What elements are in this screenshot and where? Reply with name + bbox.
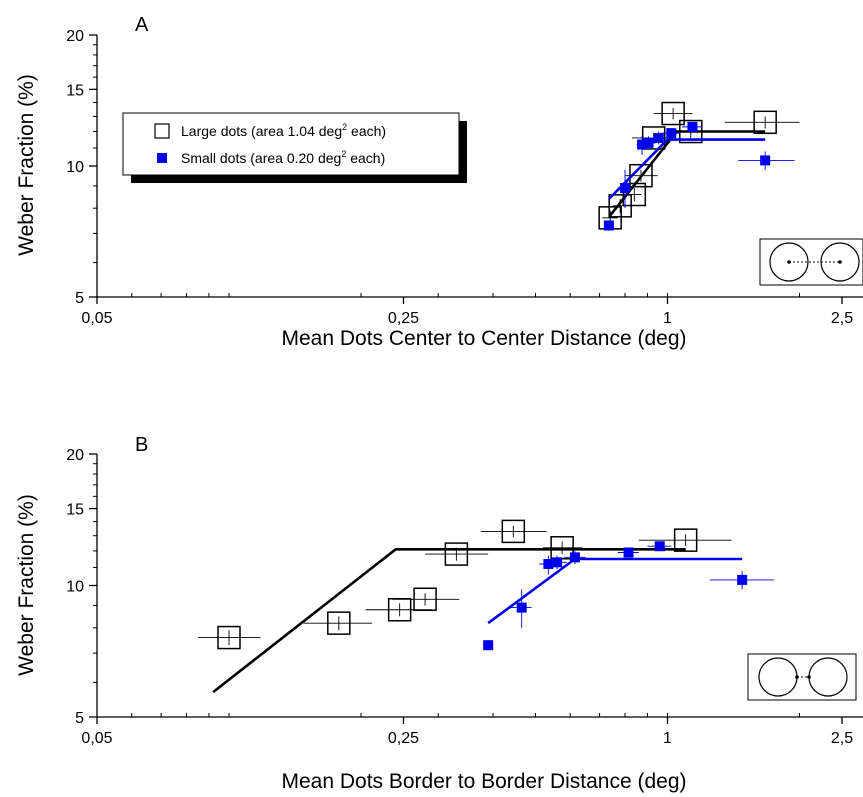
x-tick-label: 1	[663, 730, 672, 747]
series-small	[603, 121, 795, 231]
panel-a: A 0,05 0,25 1 2,5 5 10 15 20 Mean Dots Center t…	[15, 14, 863, 350]
data-point-large	[673, 528, 698, 552]
series-large	[198, 519, 732, 694]
y-tick-label: 15	[66, 82, 84, 99]
y-tick-label: 5	[75, 710, 84, 727]
legend-entry-small-tail: each)	[346, 150, 385, 166]
data-point-large	[661, 101, 685, 126]
fit-line-large	[212, 547, 686, 694]
legend-entry-large: Large dots (area 1.04 deg2 each)	[181, 122, 386, 139]
legend-marker-large	[154, 123, 170, 139]
y-tick-label: 20	[66, 28, 84, 45]
data-point-large	[444, 542, 469, 566]
data-point-small	[543, 558, 554, 569]
data-point-small	[637, 139, 648, 150]
y-tick-label: 10	[66, 579, 84, 596]
x-tick-label: 2,5	[831, 730, 853, 747]
y-tick-label: 15	[66, 502, 84, 519]
legend-entry-large-sup: 2	[342, 122, 347, 132]
x-tick-label: 0,05	[81, 310, 112, 327]
panel-a-plot-area: 0,05 0,25 1 2,5 5 10 15 20	[66, 28, 863, 327]
data-point-small	[620, 183, 631, 194]
data-point-large	[550, 536, 574, 560]
y-tick-label: 5	[75, 290, 84, 307]
panel-b: B 0,05 0,25 1 2,5 5 10 15 20 Mean Dots Border t…	[15, 434, 863, 793]
data-point-small	[603, 220, 614, 231]
series-small	[483, 541, 775, 651]
data-point-large	[327, 611, 351, 635]
panel-b-letter: B	[135, 434, 148, 456]
y-tick-label: 20	[66, 447, 84, 464]
data-point-small	[643, 137, 654, 148]
data-point-small	[737, 574, 748, 585]
data-point-small	[552, 557, 563, 568]
legend-marker-small	[157, 153, 167, 163]
data-point-large	[753, 110, 777, 135]
legend-box	[122, 112, 460, 176]
fit-line-small	[487, 557, 743, 625]
data-point-small	[760, 155, 771, 166]
panel-b-plot-area: 0,05 0,25 1 2,5 5 10 15 20	[66, 447, 863, 747]
center-to-center-icon	[759, 238, 863, 286]
legend-entry-small-text: Small dots (area 0.20 deg	[181, 150, 341, 166]
x-tick-label: 2,5	[831, 310, 853, 327]
data-point-large	[413, 587, 437, 612]
data-point-large	[217, 625, 241, 650]
panel-a-y-axis-title: Weber Fraction (%)	[15, 74, 38, 256]
panel-b-x-axis-title: Mean Dots Border to Border Distance (deg…	[281, 770, 686, 793]
data-point-large	[501, 519, 526, 544]
x-tick-label: 1	[663, 310, 672, 327]
legend-entry-small: Small dots (area 0.20 deg2 each)	[181, 149, 385, 166]
x-tick-label: 0,05	[81, 730, 112, 747]
data-point-small	[483, 640, 494, 651]
legend-entry-large-text: Large dots (area 1.04 deg	[181, 123, 342, 139]
data-point-large	[387, 598, 412, 622]
legend-entry-large-tail: each)	[347, 123, 386, 139]
data-point-small	[687, 121, 698, 132]
legend: Large dots (area 1.04 deg2 each) Small d…	[122, 112, 467, 183]
data-point-small	[516, 602, 527, 613]
y-tick-label: 10	[66, 159, 84, 176]
panel-a-x-axis-title: Mean Dots Center to Center Distance (deg…	[281, 327, 686, 350]
data-point-large	[679, 119, 703, 144]
data-point-small	[653, 132, 664, 143]
data-point-small	[666, 128, 677, 139]
fit-line-small	[607, 138, 766, 200]
data-point-small	[569, 552, 580, 563]
panel-a-letter: A	[135, 14, 149, 36]
data-point-large	[622, 182, 647, 207]
x-tick-label: 0,25	[388, 310, 419, 327]
legend-entry-small-sup: 2	[341, 149, 346, 159]
data-point-small	[654, 541, 665, 552]
x-tick-label: 0,25	[388, 730, 419, 747]
data-point-small	[623, 547, 634, 558]
border-to-border-icon	[747, 653, 857, 701]
series-large	[598, 101, 800, 230]
panel-b-y-axis-title: Weber Fraction (%)	[15, 494, 38, 676]
